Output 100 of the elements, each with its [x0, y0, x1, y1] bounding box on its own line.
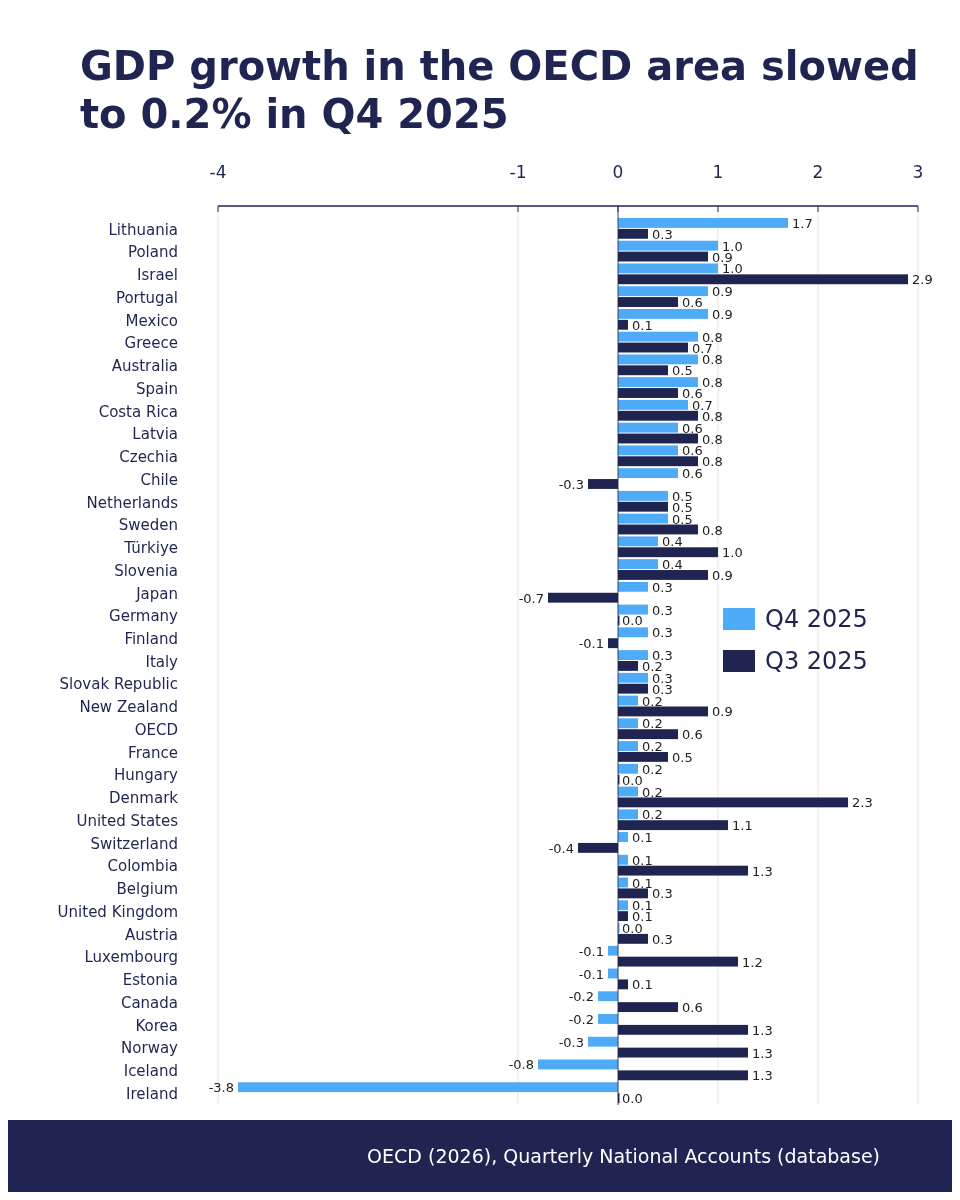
data-label: 1.7	[792, 215, 813, 231]
data-label: -0.1	[578, 636, 604, 652]
data-label: 0.2	[642, 807, 663, 823]
data-label: 0.1	[632, 852, 653, 868]
y-tick-label: Norway	[121, 1039, 179, 1058]
data-label: -0.7	[518, 590, 544, 606]
data-label: -0.1	[578, 966, 604, 982]
data-label: 0.4	[662, 557, 683, 573]
data-label: 0.6	[682, 443, 703, 459]
data-label: 0.6	[682, 420, 703, 436]
y-tick-label: OECD	[134, 720, 178, 739]
data-label: 0.3	[652, 602, 673, 618]
data-label: 0.0	[622, 1091, 643, 1107]
data-label: 0.4	[662, 534, 683, 550]
y-tick-label: Estonia	[122, 971, 178, 990]
y-tick-label: Canada	[120, 993, 178, 1012]
x-tick-label: -4	[209, 162, 227, 182]
y-tick-label: Sweden	[118, 516, 178, 535]
data-label: 0.3	[652, 931, 673, 947]
chart-title: GDP growth in the OECD area slowed to 0.2% in Q4 2025	[80, 43, 919, 137]
y-tick-label: Finland	[124, 630, 178, 649]
data-label: -3.8	[208, 1080, 234, 1096]
data-label: 0.3	[652, 226, 673, 242]
data-label: 1.3	[752, 863, 773, 879]
y-tick-label: Lithuania	[108, 220, 178, 239]
data-label: 0.9	[712, 704, 733, 720]
y-tick-label: Japan	[135, 584, 178, 603]
data-label: 1.1	[732, 818, 753, 834]
data-label: -0.4	[548, 840, 574, 856]
x-tick-label: -1	[509, 162, 527, 182]
y-tick-label: Austria	[125, 925, 178, 944]
y-tick-label: Ireland	[126, 1084, 178, 1103]
x-tick-label: 2	[812, 162, 824, 182]
y-tick-label: Mexico	[125, 311, 178, 330]
data-label: 1.3	[752, 1045, 773, 1061]
y-tick-label: Portugal	[115, 288, 178, 307]
y-tick-label: Poland	[127, 243, 178, 262]
y-tick-label: United States	[76, 811, 179, 830]
y-tick-label: Spain	[136, 379, 178, 398]
data-label: 2.3	[852, 795, 873, 811]
y-tick-label: Slovenia	[114, 561, 178, 580]
data-label: 0.1	[632, 875, 653, 891]
y-tick-label: Australia	[111, 357, 178, 376]
data-label: 0.2	[642, 784, 663, 800]
data-label: 0.1	[632, 317, 653, 333]
y-tick-label: Iceland	[123, 1062, 178, 1081]
y-tick-label: Korea	[135, 1016, 178, 1035]
data-label: -0.2	[568, 989, 594, 1005]
data-label: -0.1	[578, 943, 604, 959]
data-label: 0.2	[642, 716, 663, 732]
data-label: 0.6	[682, 295, 703, 311]
data-label: 0.8	[702, 522, 723, 538]
y-tick-label: Costa Rica	[98, 402, 178, 421]
y-tick-label: Latvia	[132, 425, 178, 444]
data-label: 0.3	[652, 625, 673, 641]
y-tick-label: Belgium	[116, 880, 178, 899]
y-tick-label: Hungary	[113, 766, 179, 785]
data-label: 0.5	[672, 511, 693, 527]
data-label: 0.8	[702, 454, 723, 470]
y-tick-label: Netherlands	[86, 493, 179, 512]
data-label: 0.3	[652, 579, 673, 595]
x-tick-label: 1	[712, 162, 724, 182]
data-label: 0.6	[682, 1000, 703, 1016]
data-label: -0.8	[508, 1057, 534, 1073]
data-label: 1.0	[722, 545, 743, 561]
data-label: 0.5	[672, 749, 693, 765]
data-label: 1.3	[752, 1022, 773, 1038]
data-label: 0.9	[712, 284, 733, 300]
data-label: 0.0	[622, 772, 643, 788]
data-label: 0.9	[712, 306, 733, 322]
y-tick-label: Chile	[140, 470, 178, 489]
data-label: 0.5	[672, 363, 693, 379]
y-tick-label: Switzerland	[90, 834, 178, 853]
y-tick-label: United Kingdom	[57, 902, 178, 921]
x-tick-label: 0	[612, 162, 624, 182]
data-label: 0.0	[622, 613, 643, 629]
data-label: 0.6	[682, 727, 703, 743]
y-tick-label: Denmark	[109, 789, 179, 808]
data-label: 0.1	[632, 830, 653, 846]
y-tick-label: New Zealand	[79, 698, 178, 717]
data-label: -0.2	[568, 1012, 594, 1028]
legend-label: Q3 2025	[765, 647, 868, 676]
data-label: 1.2	[742, 954, 763, 970]
data-label: 0.1	[632, 977, 653, 993]
y-tick-label: Italy	[145, 652, 179, 671]
x-tick-label: 3	[912, 162, 924, 182]
y-tick-label: Czechia	[119, 448, 178, 467]
y-tick-label: Israel	[137, 266, 178, 285]
data-label: 1.3	[752, 1068, 773, 1084]
legend-label: Q4 2025	[765, 605, 868, 634]
data-label: 2.9	[912, 272, 933, 288]
data-label: 0.5	[672, 488, 693, 504]
data-label: -0.3	[558, 1034, 584, 1050]
data-label: 0.8	[702, 431, 723, 447]
data-label: 0.2	[642, 739, 663, 755]
data-label: -0.3	[558, 477, 584, 493]
y-tick-label: Colombia	[107, 857, 178, 876]
data-label: 0.9	[712, 568, 733, 584]
y-tick-label: Türkiye	[123, 539, 178, 558]
data-label: 0.2	[642, 761, 663, 777]
